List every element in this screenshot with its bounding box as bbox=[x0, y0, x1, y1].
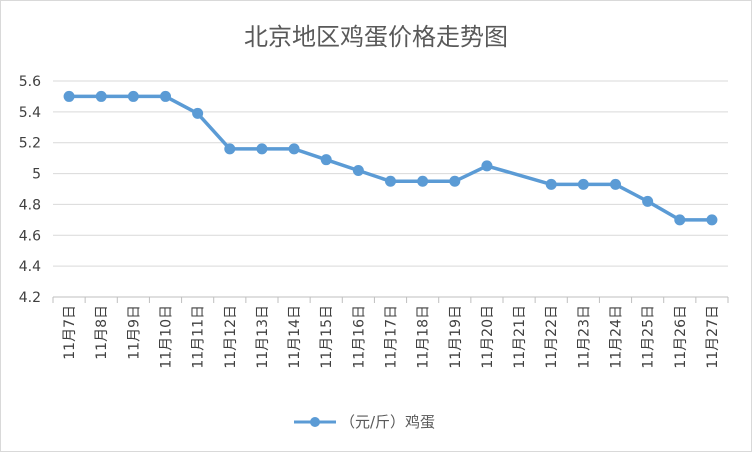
x-tick-label: 11月26日 bbox=[673, 305, 689, 369]
gridlines bbox=[53, 80, 728, 267]
x-tick-label: 11月20日 bbox=[480, 305, 496, 369]
y-tick-label: 4.2 bbox=[19, 290, 41, 306]
series-line bbox=[69, 94, 712, 222]
y-tick-label: 4.6 bbox=[19, 228, 41, 244]
y-tick-label: 4.8 bbox=[19, 197, 41, 213]
data-point bbox=[674, 214, 686, 226]
y-tick-label: 5.6 bbox=[19, 74, 41, 90]
data-point bbox=[385, 175, 396, 187]
data-point bbox=[642, 195, 654, 207]
data-point bbox=[95, 90, 107, 102]
data-point bbox=[610, 178, 621, 190]
x-tick-label: 11月17日 bbox=[384, 305, 400, 369]
x-tick-label: 11月12日 bbox=[223, 305, 239, 369]
x-tick-label: 11月22日 bbox=[544, 305, 560, 369]
x-tick-label: 11月14日 bbox=[287, 305, 303, 369]
data-point bbox=[127, 90, 139, 102]
data-point bbox=[320, 154, 332, 166]
data-point bbox=[545, 178, 557, 190]
series-group bbox=[63, 90, 718, 226]
x-tick-label: 11月24日 bbox=[609, 305, 625, 369]
x-tick-label: 11月15日 bbox=[319, 305, 335, 369]
y-tick-label: 5 bbox=[32, 167, 41, 183]
y-tick-label: 5.4 bbox=[19, 105, 41, 121]
data-point bbox=[192, 107, 204, 119]
x-tick-label: 11月27日 bbox=[705, 305, 721, 369]
legend-marker bbox=[310, 417, 320, 427]
data-point bbox=[577, 178, 589, 190]
data-point bbox=[352, 164, 364, 176]
legend: （元/斤）鸡蛋 bbox=[294, 413, 435, 431]
data-point bbox=[417, 175, 429, 187]
x-tick-label: 11月10日 bbox=[159, 305, 175, 369]
y-axis: 4.2 4.4 4.6 4.8 5 5.2 5.4 5.6 bbox=[19, 74, 41, 306]
x-tick-label: 11月13日 bbox=[255, 305, 271, 369]
data-point bbox=[288, 143, 300, 155]
x-tick-label: 11月18日 bbox=[416, 305, 432, 369]
chart-title: 北京地区鸡蛋价格走势图 bbox=[244, 23, 508, 51]
x-tick-label: 11月8日 bbox=[94, 305, 110, 360]
y-tick-label: 4.4 bbox=[19, 259, 41, 275]
x-tick-label: 11月11日 bbox=[191, 305, 207, 369]
x-tick-label: 11月9日 bbox=[126, 305, 142, 360]
x-tick-label: 11月19日 bbox=[448, 305, 464, 369]
x-tick-label: 11月23日 bbox=[576, 305, 592, 369]
x-tick-label: 11月7日 bbox=[62, 305, 78, 360]
x-tick-label: 11月25日 bbox=[641, 305, 657, 369]
data-point bbox=[160, 90, 171, 102]
data-point bbox=[63, 90, 75, 102]
data-point bbox=[706, 214, 718, 226]
data-point bbox=[224, 143, 236, 155]
y-tick-label: 5.2 bbox=[19, 136, 41, 152]
x-tick-label: 11月21日 bbox=[512, 305, 528, 369]
data-point bbox=[481, 160, 493, 172]
data-point bbox=[449, 175, 461, 187]
legend-label: （元/斤）鸡蛋 bbox=[340, 413, 435, 431]
x-axis: 11月7日 11月8日 11月9日 11月10日 11月11日 11月12日 11月13日 1… bbox=[52, 296, 729, 369]
x-tick-label: 11月16日 bbox=[351, 305, 367, 369]
data-point bbox=[256, 143, 268, 155]
